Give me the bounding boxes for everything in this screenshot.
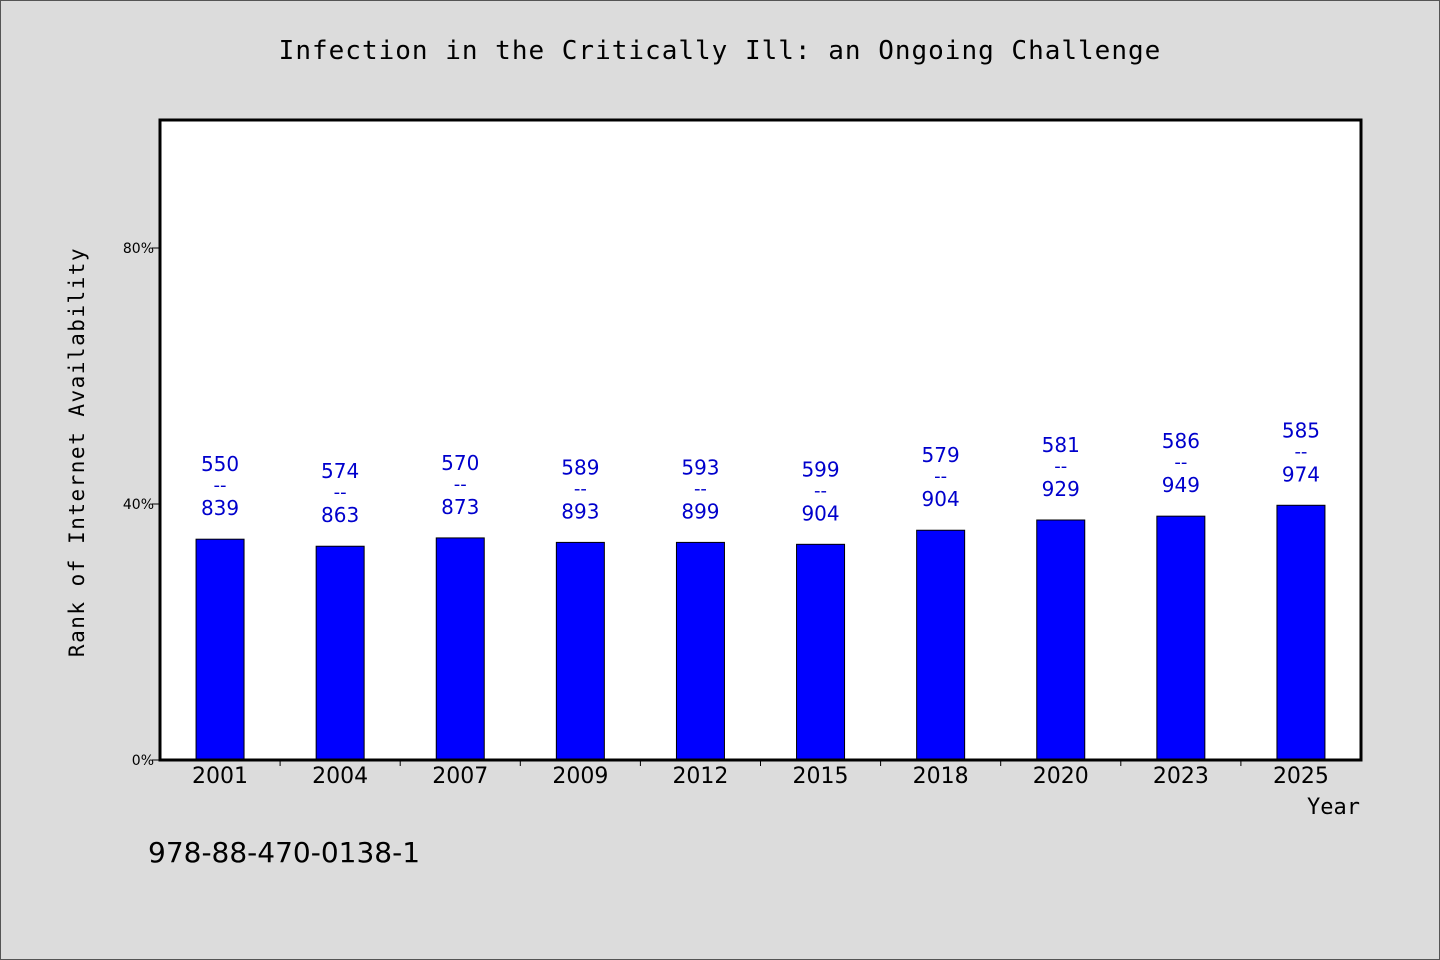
y-tick-label: 0% [132, 753, 154, 769]
bar [435, 537, 485, 761]
data-label-top: 585 [1282, 418, 1320, 442]
y-tick-label: 40% [123, 497, 154, 513]
bar [195, 538, 245, 761]
bar [916, 529, 966, 761]
x-tick-label: 2004 [312, 764, 368, 789]
data-label-bottom: 949 [1162, 473, 1200, 497]
data-label-bottom: 904 [801, 501, 839, 525]
data-label-separator: -- [1054, 456, 1067, 477]
bar [555, 541, 605, 761]
y-tick-label: 80% [123, 241, 154, 257]
data-label-separator: -- [1174, 452, 1187, 473]
data-label-bottom: 873 [441, 495, 479, 519]
bar [796, 543, 846, 761]
x-tick-label: 2001 [192, 764, 248, 789]
data-label-separator: -- [934, 466, 947, 487]
x-tick-label: 2020 [1033, 764, 1089, 789]
data-label-top: 589 [561, 455, 599, 479]
data-label-separator: -- [574, 478, 587, 499]
data-label-separator: -- [334, 482, 347, 503]
data-label-top: 593 [681, 455, 719, 479]
data-label-bottom: 929 [1042, 477, 1080, 501]
x-tick-label: 2009 [552, 764, 608, 789]
data-label-bottom: 839 [201, 496, 239, 520]
x-tick-label: 2025 [1273, 764, 1329, 789]
data-label-top: 599 [801, 457, 839, 481]
data-label-separator: -- [694, 478, 707, 499]
data-label-separator: -- [1294, 441, 1307, 462]
data-label-bottom: 904 [922, 487, 960, 511]
data-label-bottom: 899 [681, 499, 719, 523]
bar [315, 545, 365, 761]
data-label-bottom: 893 [561, 499, 599, 523]
data-label-top: 586 [1162, 429, 1200, 453]
data-label-bottom: 863 [321, 503, 359, 527]
bar [1276, 504, 1326, 761]
data-label-bottom: 974 [1282, 462, 1320, 486]
data-label-separator: -- [454, 474, 467, 495]
plot-frame [158, 118, 1363, 762]
data-label-top: 570 [441, 451, 479, 475]
bar [1036, 519, 1086, 761]
data-label-separator: -- [214, 475, 227, 496]
data-label-top: 579 [922, 443, 960, 467]
x-tick-label: 2015 [793, 764, 849, 789]
isbn-text: 978-88-470-0138-1 [148, 836, 421, 869]
x-tick-label: 2007 [432, 764, 488, 789]
chart-title: Infection in the Critically Ill: an Ongo… [278, 36, 1162, 66]
data-label-top: 550 [201, 452, 239, 476]
bar [675, 541, 725, 761]
data-label-top: 581 [1042, 433, 1080, 457]
data-label-separator: -- [814, 480, 827, 501]
x-tick-label: 2018 [913, 764, 969, 789]
bar [1156, 515, 1206, 761]
data-label-top: 574 [321, 459, 359, 483]
x-tick-label: 2023 [1153, 764, 1209, 789]
x-tick-label: 2012 [672, 764, 728, 789]
x-axis-label: Year [1307, 795, 1360, 820]
